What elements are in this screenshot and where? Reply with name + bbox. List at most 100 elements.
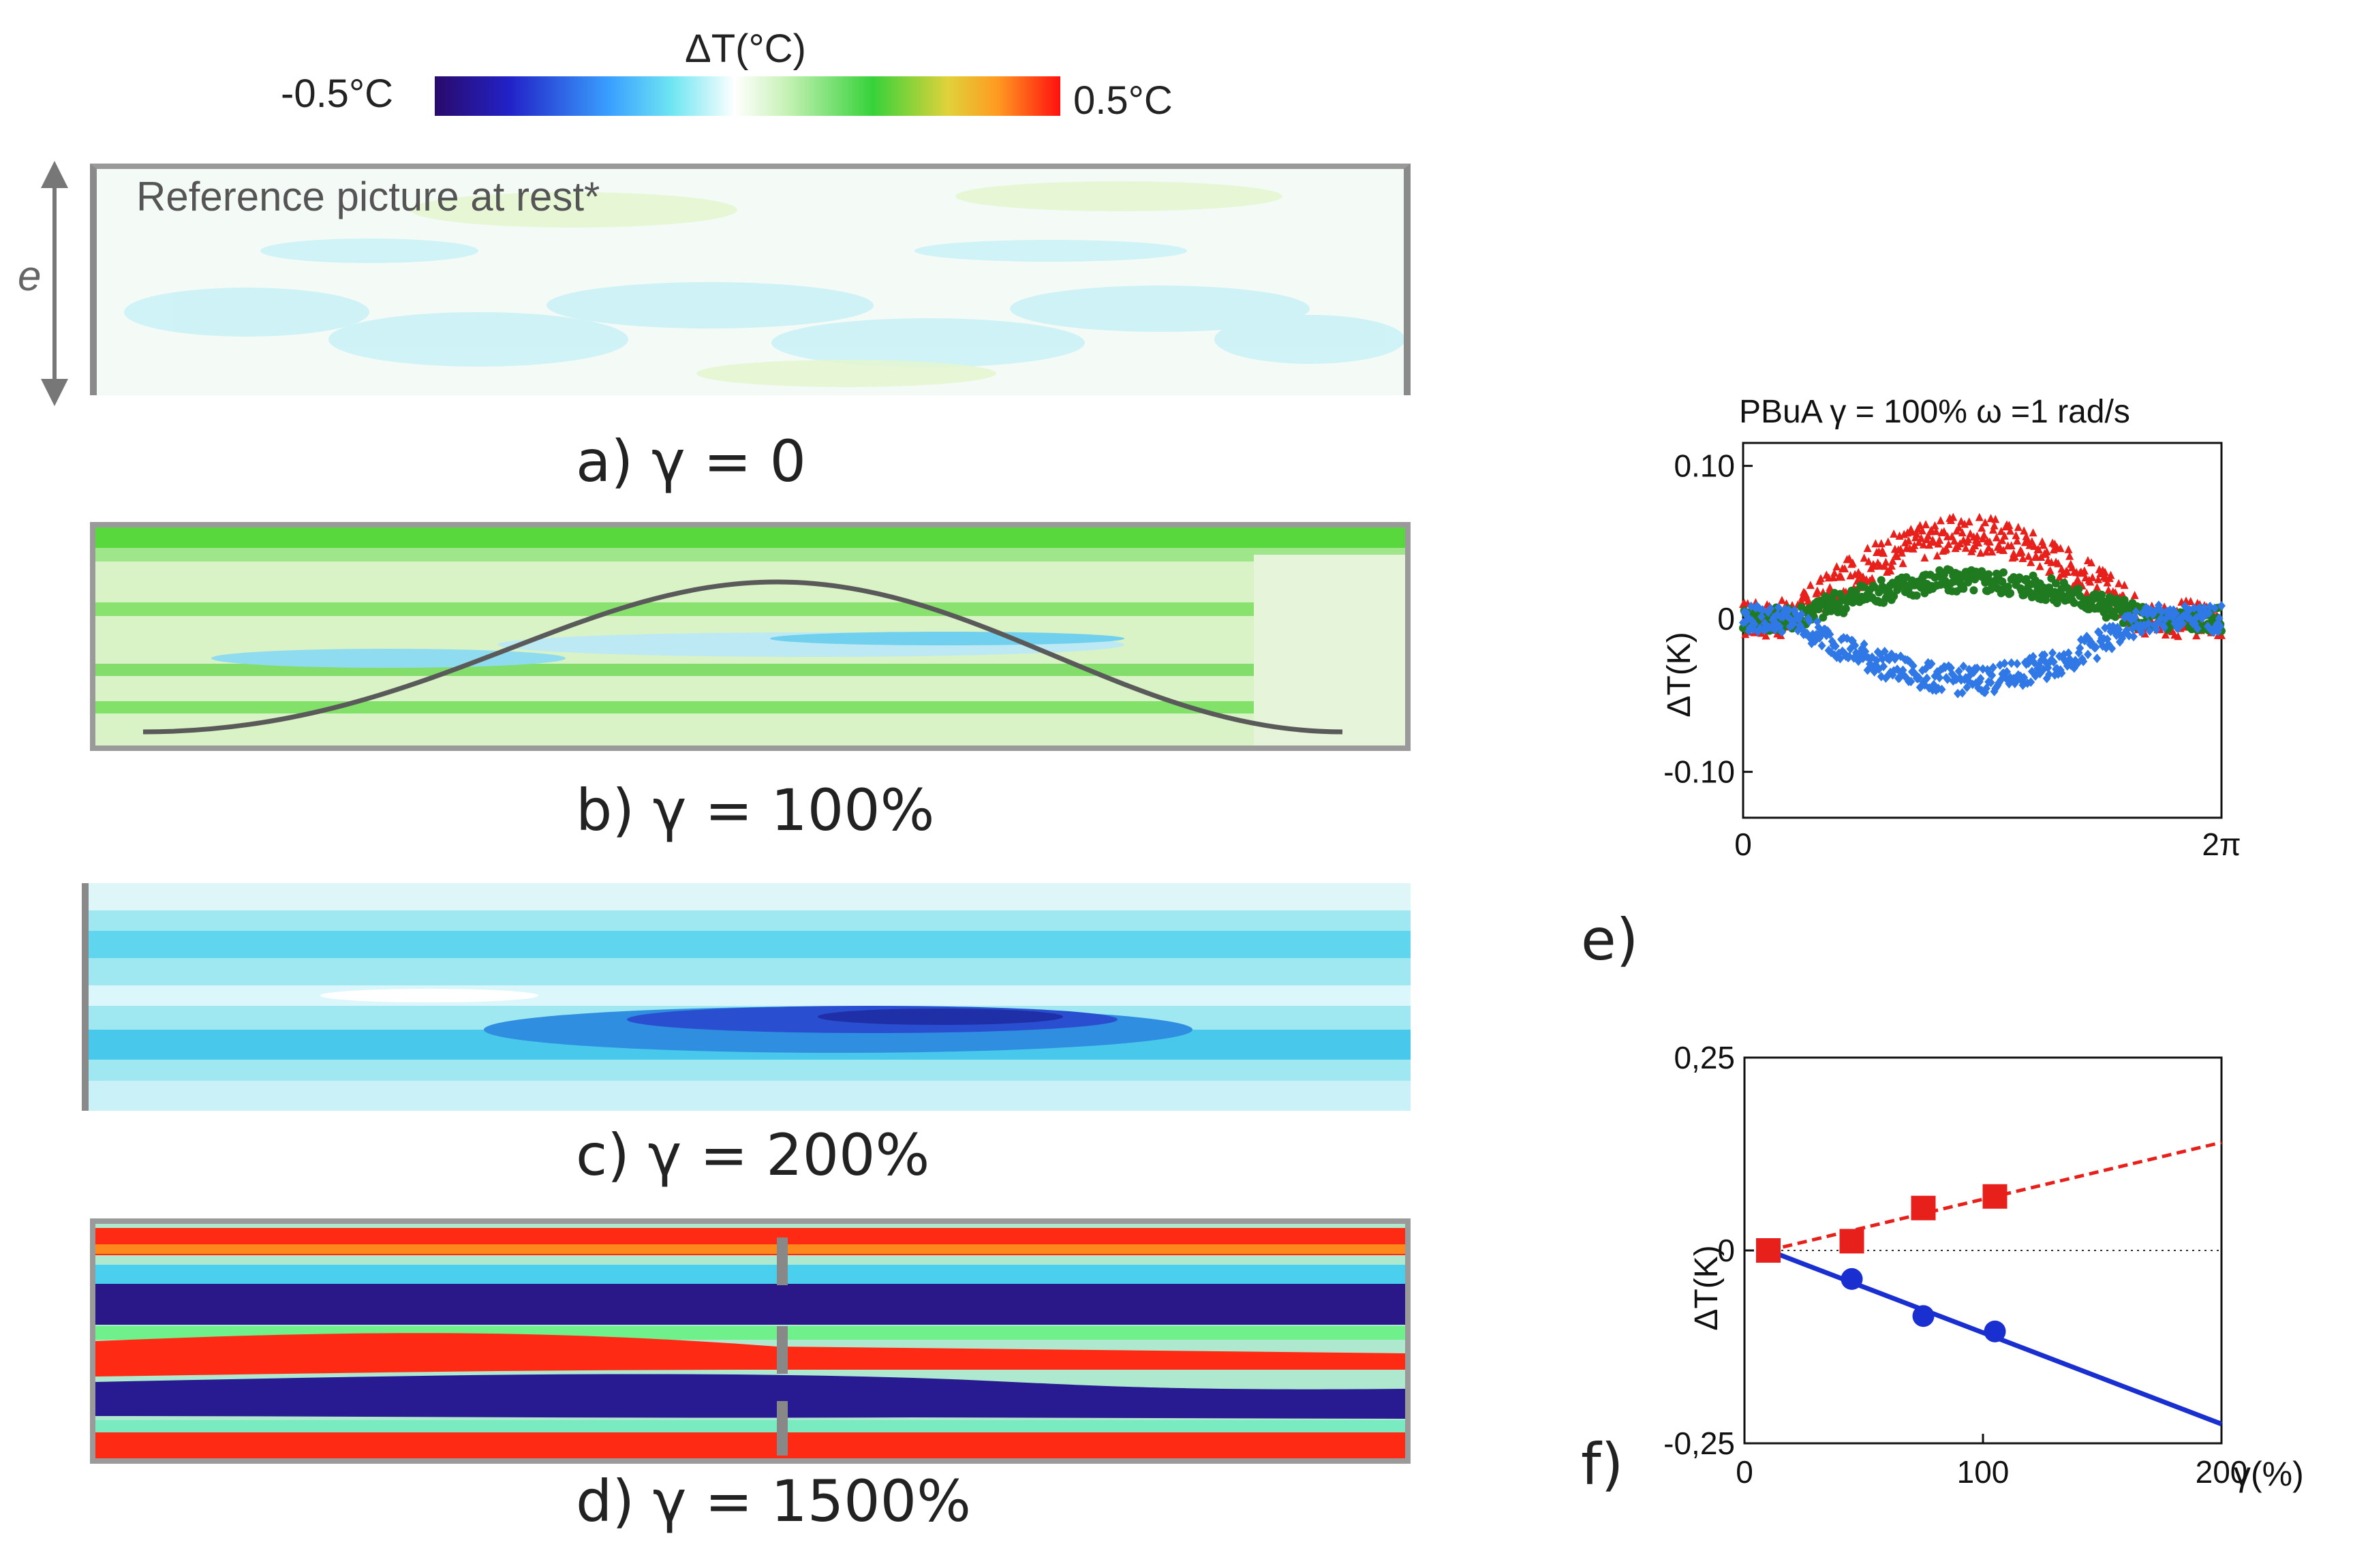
chart-e-point-red [2087,558,2096,567]
chart-e-point-blue [2093,654,2102,664]
chart-e-point-red [2046,566,2055,574]
chart-e-point-blue [1774,602,1783,613]
chart-f-ylabel: ΔT(K) [1689,1245,1725,1330]
chart-e-point-blue [2108,621,2117,632]
chart-e-point-red [1991,514,2000,523]
chart-e-point-red [1904,536,1913,545]
chart-e-point-red [2056,544,2065,553]
chart-e-point-green [1841,604,1850,613]
chart-e-point-blue [1831,641,1840,651]
chart-e-point-blue [1845,651,1854,662]
chart-e-point-red [1924,531,1933,540]
chart-e-point-blue [1946,663,1955,673]
chart-e-point-blue [1741,617,1750,627]
chart-e-point-red [2174,632,2183,641]
chart-e-point-blue [2150,620,2159,630]
chart-e-point-blue [2083,649,2092,660]
chart-e-point-red [1813,586,1821,595]
chart-e-point-blue [1948,668,1956,679]
chart-e-point-blue [2196,609,2205,619]
chart-e-point-blue [1933,666,1941,677]
chart-e-point-red [1978,523,1986,532]
chart-e-point-red [1893,551,1902,560]
chart-e-point-red [2010,552,2019,561]
chart-e-point-blue [2108,643,2117,654]
chart-e-point-green [1959,584,1968,593]
chart-e-point-red [1944,540,1953,549]
chart-e-point-blue [1753,626,1762,636]
chart-e-point-red [1960,519,1969,528]
chart-e-point-red [2101,568,2110,577]
chart-e-point-red [2017,547,2026,556]
chart-e-point-blue [1927,659,1936,669]
caption-c: c) γ = 200% [576,1122,930,1188]
chart-e-point-blue [2122,625,2131,635]
chart-e-point-red [2192,631,2201,640]
chart-e-point-blue [2140,621,2149,631]
chart-e-point-red [2094,574,2103,583]
chart-e-point-red [1988,547,1997,556]
chart-e-point-green [2070,598,2078,607]
chart-e-point-blue [1922,664,1931,674]
chart-e-point-blue [2160,623,2169,633]
caption-d: d) γ = 1500% [576,1468,971,1535]
rest-annotation: Reference picture at rest* [136,174,600,219]
chart-e: PBuA γ = 100% ω =1 rad/s ΔT(K) 0.10 0 -0.1… [1622,375,2303,920]
chart-e-point-blue [1917,681,1926,692]
chart-e-point-blue [2203,621,2212,632]
chart-e-point-blue [1796,620,1804,630]
chart-e-point-blue [2216,621,2225,632]
chart-e-point-blue [1743,612,1752,622]
chart-e-ytick-label: 0.10 [1674,448,1735,484]
chart-e-point-red [1981,518,1990,527]
chart-e-point-blue [1958,688,1967,698]
chart-e-point-blue [1937,684,1946,694]
chart-e-point-blue [2045,669,2054,679]
chart-e-point-blue [2012,676,2020,686]
chart-e-point-blue [2085,634,2093,645]
chart-e-point-red [2014,523,2023,532]
chart-e-point-blue [1742,608,1751,618]
chart-e-point-blue [1812,630,1821,640]
chart-e-point-blue [1760,618,1769,628]
chart-e-point-red [1998,536,2007,544]
chart-e-point-red [1877,539,1886,548]
colorbar-title: ΔT(°C) [685,27,806,71]
chart-e-point-red [1806,581,1815,589]
chart-e-point-red [1950,536,1958,545]
chart-e-point-blue [2145,626,2154,636]
chart-e-point-red [1777,596,1786,604]
chart-e-point-blue [2204,608,2213,618]
chart-e-point-red [2093,583,2102,591]
chart-e-point-red [1936,516,1945,525]
chart-e-point-blue [2035,668,2044,679]
chart-e-point-green [2076,591,2085,600]
chart-e-point-red [1917,534,1926,542]
chart-e-point-blue [2076,643,2085,654]
chart-e-point-red [1949,512,1958,521]
chart-e-point-red [1984,543,1993,552]
chart-e-point-red [1879,549,1888,557]
chart-e-point-red [1965,517,1973,526]
chart-e-ylabel: ΔT(K) [1661,632,1697,717]
chart-e-point-red [1830,568,1839,577]
chart-e-point-red [1925,540,1934,549]
chart-e-point-red [2130,591,2139,600]
chart-e-point-blue [1807,639,1816,649]
chart-e-point-blue [1973,663,1982,673]
chart-e-point-green [1851,587,1860,596]
chart-e-point-red [1976,548,1985,557]
chart-e-point-red [1868,574,1877,583]
chart-e-point-blue [1935,673,1944,683]
chart-e-point-red [1999,545,2008,554]
chart-e-point-red [2029,528,2037,537]
chart-e-point-red [2065,551,2074,560]
chart-e-point-blue [1802,628,1811,639]
chart-e-point-blue [2040,650,2049,660]
chart-e-point-blue [1791,609,1800,619]
chart-e-point-red [1971,541,1980,550]
chart-e-point-blue [1877,671,1886,681]
chart-e-point-red [1741,630,1750,639]
chart-e-point-red [1890,529,1898,538]
chart-e-point-red [1797,596,1806,605]
